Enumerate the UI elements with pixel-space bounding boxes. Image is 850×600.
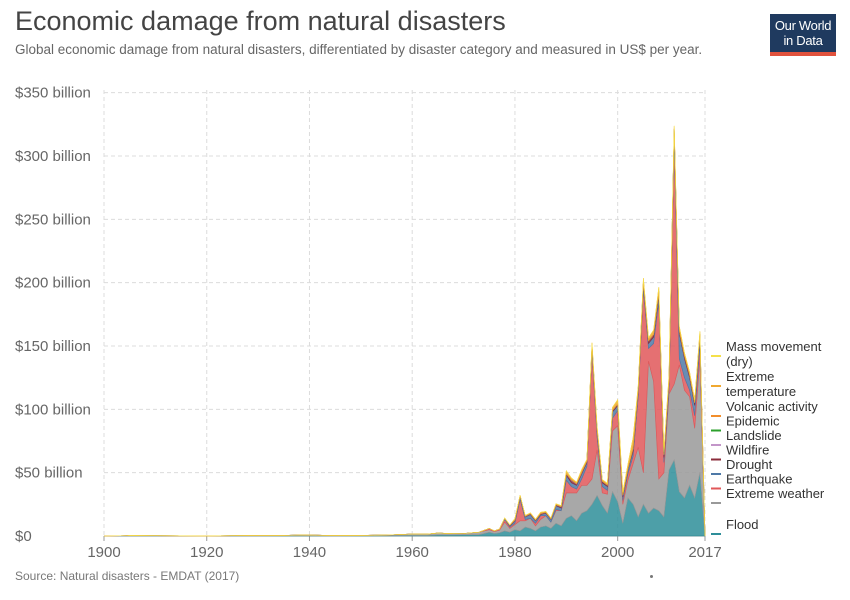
- y-tick-label: $0: [15, 528, 32, 545]
- legend: Mass movement(dry)ExtremetemperatureVolc…: [711, 339, 825, 535]
- legend-label: Extreme: [726, 369, 774, 384]
- x-tick-label: 1940: [293, 544, 326, 561]
- y-tick-label: $50 billion: [15, 465, 83, 482]
- legend-item-drought[interactable]: Drought: [711, 457, 773, 475]
- legend-item-landslide[interactable]: Landslide: [711, 428, 782, 446]
- legend-item-extreme-weather[interactable]: Extreme weather: [711, 486, 825, 504]
- y-tick-label: $100 billion: [15, 401, 91, 418]
- x-tick-label: 1980: [498, 544, 531, 561]
- legend-item-wildfire[interactable]: Wildfire: [711, 443, 769, 461]
- legend-label: Extreme weather: [726, 486, 825, 501]
- logo-line-2: in Data: [783, 33, 823, 48]
- legend-label: Landslide: [726, 428, 782, 443]
- x-tick-label: 2000: [601, 544, 634, 561]
- legend-label: Epidemic: [726, 414, 780, 429]
- y-tick-label: $150 billion: [15, 338, 91, 355]
- source-note: Source: Natural disasters - EMDAT (2017): [15, 569, 240, 583]
- grid-lines: [103, 90, 706, 536]
- y-axis: $0 $50 billion $100 billion $150 billion $20…: [15, 85, 91, 545]
- chart-title: Economic damage from natural disasters: [15, 6, 506, 36]
- chart-subtitle: Global economic damage from natural disa…: [15, 42, 703, 57]
- area-mass-movement-dry[interactable]: [103, 125, 706, 537]
- x-tick-label: 2017: [688, 544, 721, 561]
- x-tick-label: 1900: [87, 544, 120, 561]
- legend-label: Flood: [726, 517, 759, 532]
- legend-label: Mass movement: [726, 339, 822, 354]
- legend-label: Wildfire: [726, 443, 769, 458]
- y-tick-label: $350 billion: [15, 85, 91, 102]
- owid-logo[interactable]: Our World in Data: [770, 14, 836, 56]
- legend-label: temperature: [726, 384, 796, 399]
- legend-item-flood[interactable]: Flood: [711, 517, 759, 535]
- legend-label: Earthquake: [726, 472, 793, 487]
- legend-item-earthquake[interactable]: Earthquake: [711, 472, 793, 490]
- legend-label: (dry): [726, 354, 753, 369]
- y-tick-label: $200 billion: [15, 275, 91, 292]
- area-series: [103, 125, 706, 537]
- footer-dot: [650, 575, 653, 578]
- x-tick-label: 1960: [396, 544, 429, 561]
- y-tick-label: $300 billion: [15, 148, 91, 165]
- y-tick-label: $250 billion: [15, 211, 91, 228]
- legend-label: Drought: [726, 457, 773, 472]
- x-axis: 1900 1920 1940 1960 1980 2000 2017: [87, 535, 722, 561]
- legend-item-mass-movement-dry[interactable]: Mass movement(dry): [711, 339, 822, 369]
- legend-label: Volcanic activity: [726, 399, 818, 414]
- x-tick-label: 1920: [190, 544, 223, 561]
- legend-item-volcanic-activity[interactable]: Volcanic activity: [711, 399, 818, 417]
- logo-line-1: Our World: [774, 18, 832, 33]
- legend-item-epidemic[interactable]: Epidemic: [711, 414, 780, 432]
